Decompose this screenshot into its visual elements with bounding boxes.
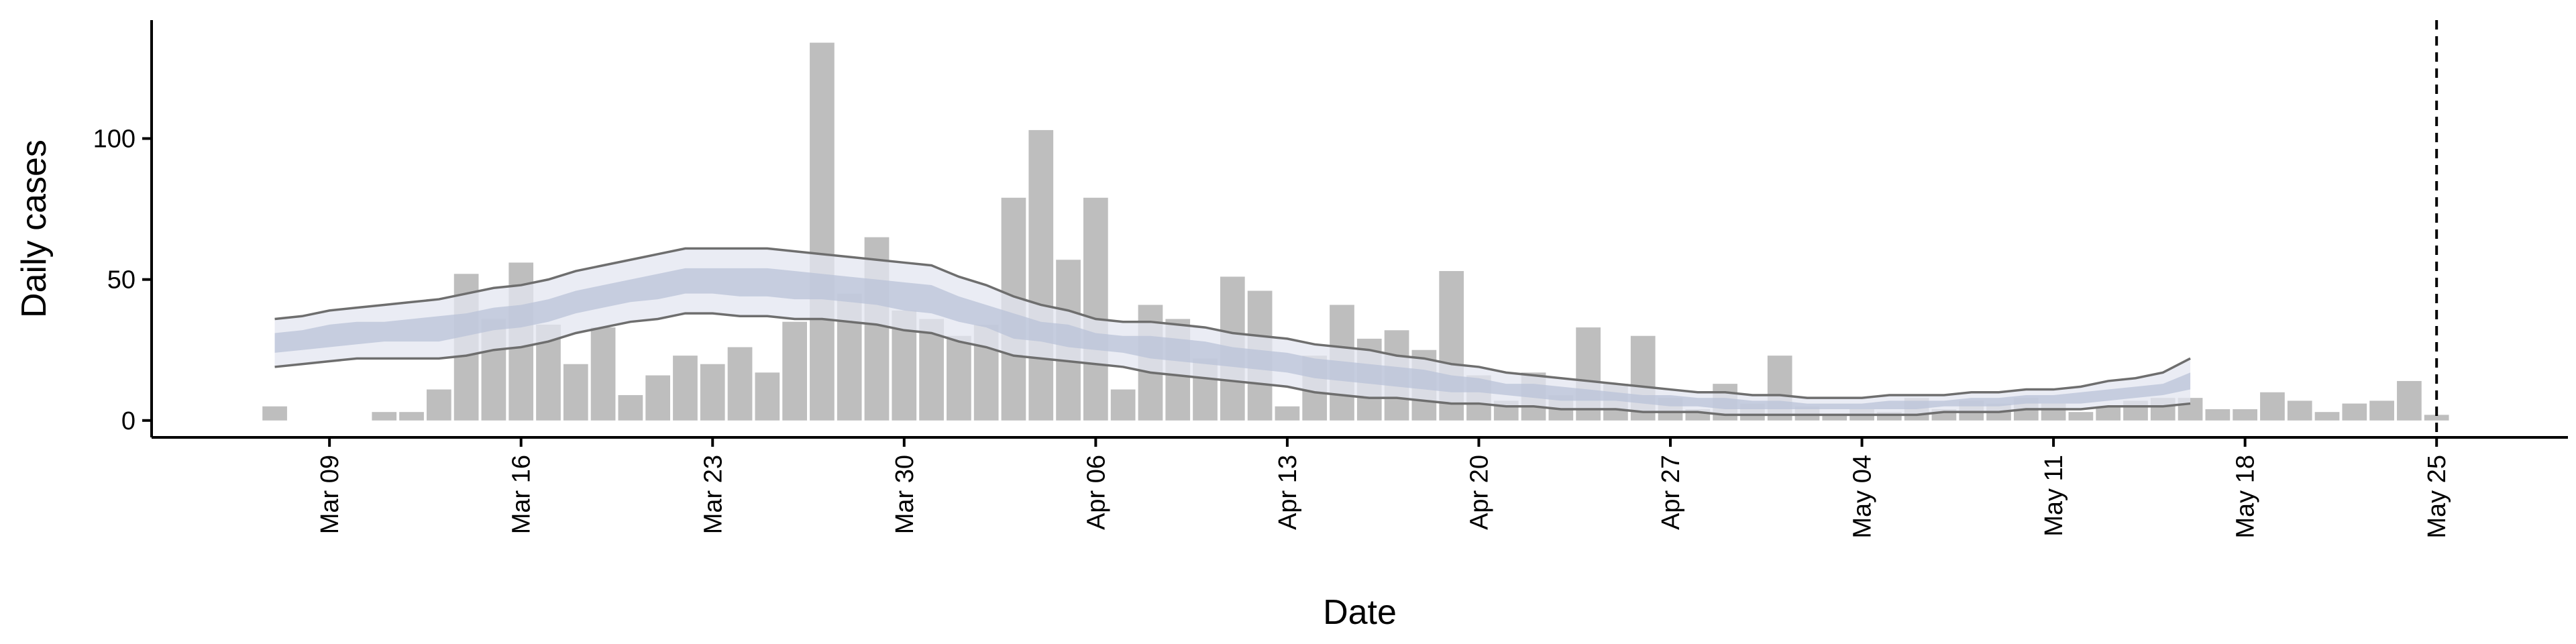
x-tick-label: Mar 23 — [699, 455, 727, 534]
bar — [2260, 392, 2285, 421]
x-tick-label: Mar 30 — [891, 455, 919, 534]
bar — [2205, 409, 2231, 421]
x-tick-label: May 25 — [2423, 455, 2451, 539]
x-tick-label: May 11 — [2040, 455, 2068, 537]
bar — [810, 42, 835, 421]
y-tick-label: 50 — [107, 266, 136, 294]
bar — [590, 327, 616, 421]
ribbon-edge — [274, 247, 2191, 399]
bar — [618, 394, 643, 421]
y-axis-title: Daily cases — [15, 140, 54, 318]
bar — [782, 321, 807, 421]
bar — [2287, 400, 2312, 421]
bar — [2068, 412, 2094, 421]
ribbon-edge — [274, 312, 2191, 417]
bar — [563, 364, 588, 421]
bar — [426, 389, 451, 421]
x-tick-label: Mar 16 — [508, 455, 536, 534]
bar — [1083, 197, 1108, 421]
x-tick-label: Apr 20 — [1465, 455, 1493, 530]
bar — [2342, 403, 2367, 421]
bar — [673, 356, 698, 421]
x-tick-label: Apr 13 — [1274, 455, 1302, 530]
bar — [755, 372, 780, 421]
bar — [700, 364, 725, 421]
bar — [399, 412, 424, 421]
bar — [262, 406, 287, 421]
bar — [2397, 380, 2422, 421]
bar — [1028, 129, 1054, 421]
bar — [1110, 389, 1136, 421]
bar — [947, 335, 971, 421]
y-tick-label: 100 — [93, 125, 136, 154]
x-tick-label: Mar 09 — [316, 455, 344, 534]
bar — [2424, 415, 2449, 421]
bar — [2096, 406, 2121, 421]
x-tick-label: Apr 06 — [1082, 455, 1110, 530]
y-tick-label: 0 — [121, 407, 136, 435]
bar — [1822, 415, 1847, 421]
x-tick-label: May 04 — [1849, 455, 1877, 539]
bar — [2369, 400, 2394, 421]
bar — [727, 347, 753, 421]
bar — [372, 412, 397, 421]
x-axis-title: Date — [1323, 593, 1397, 632]
bar — [2233, 409, 2258, 421]
bar — [1275, 406, 1300, 421]
x-tick-label: May 18 — [2232, 455, 2260, 539]
bar — [645, 375, 671, 421]
x-tick-label: Apr 27 — [1657, 455, 1685, 530]
bar — [2314, 412, 2340, 421]
